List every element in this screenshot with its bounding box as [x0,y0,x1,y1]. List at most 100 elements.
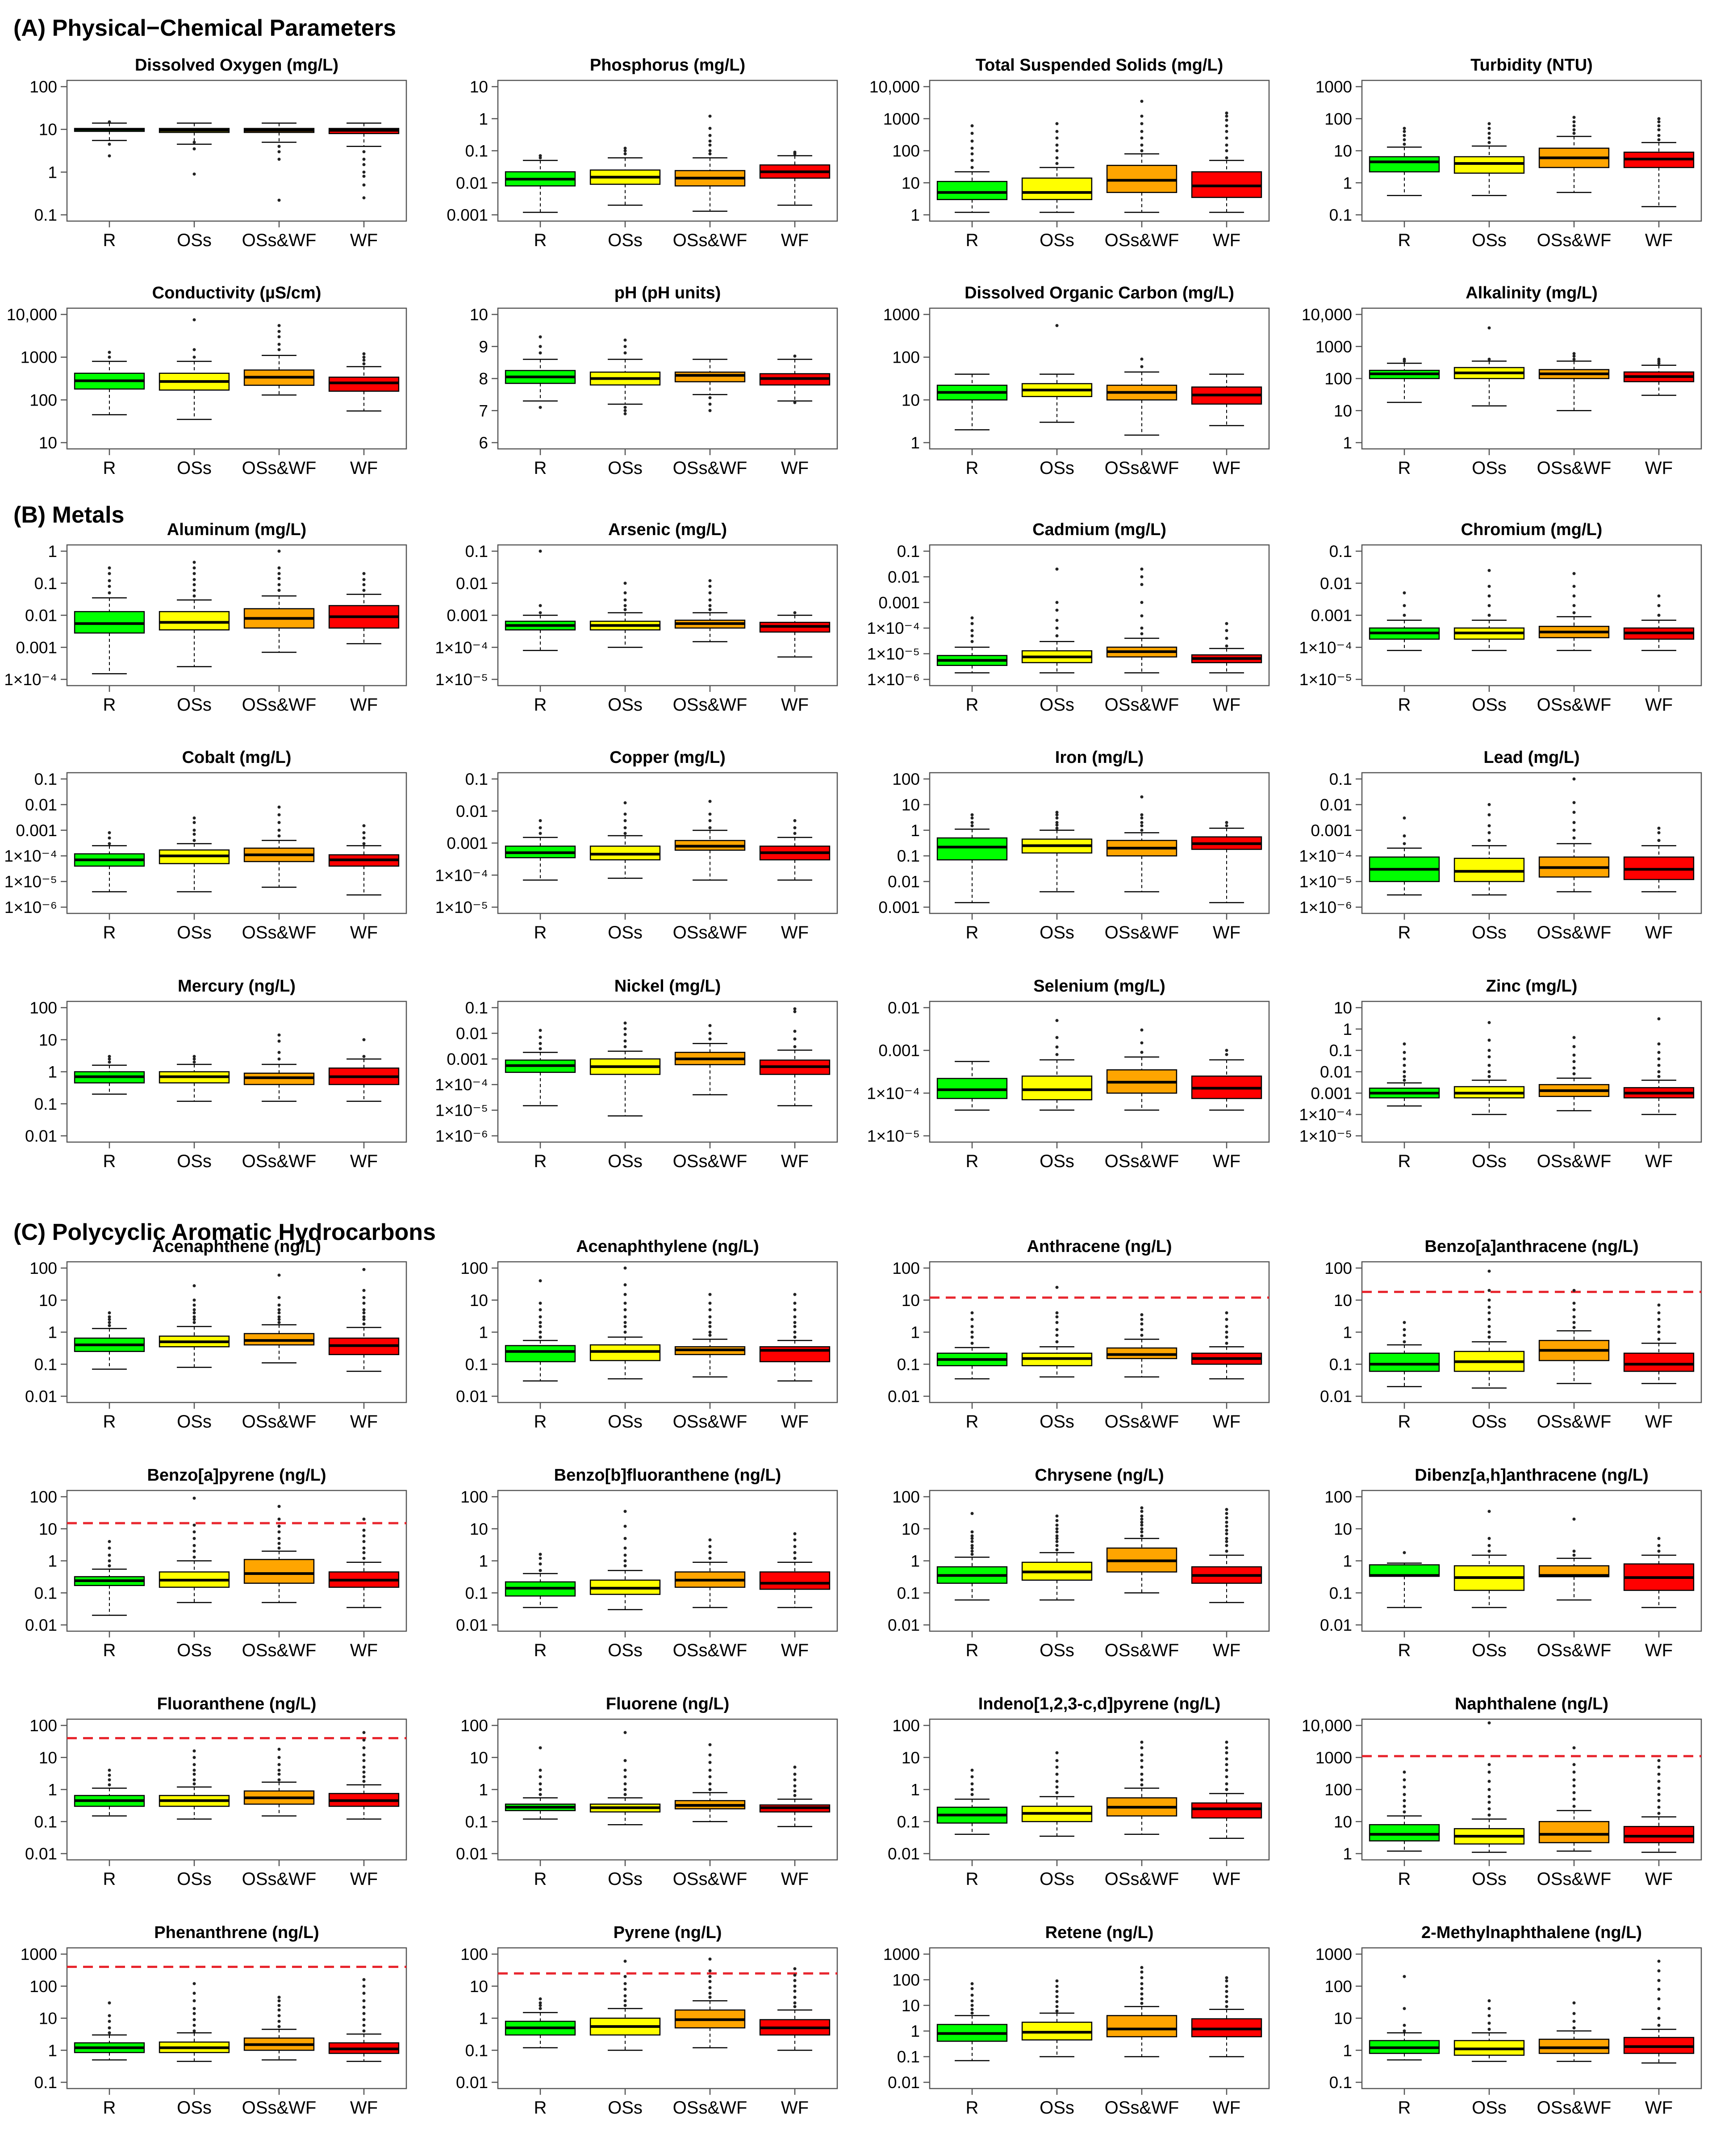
chart-title: pH (pH units) [614,284,721,302]
y-tick-label: 10 [1334,402,1352,420]
outlier-point [1225,1508,1228,1511]
y-tick-label: 0.001 [1311,1084,1352,1102]
outlier-point [539,1746,542,1750]
outlier-point [1403,1042,1406,1046]
y-tick-label: 1 [910,1781,920,1799]
x-tick-label: OSs [608,923,643,942]
outlier-point [1403,1321,1406,1324]
outlier-point [623,1045,627,1048]
outlier-point [108,1540,111,1543]
y-tick-label: 1 [910,434,920,452]
outlier-point [793,1010,797,1013]
outlier-point [277,2008,281,2012]
outlier-point [793,1772,797,1776]
outlier-point [1140,1992,1144,1996]
chart-benzo-a-anthracene-ng-l: Benzo[a]anthracene (ng/L) 0.01 0.1 1 10 100 R O… [1320,1237,1702,1432]
outlier-point [362,1999,366,2002]
y-tick-label: 1000 [1315,1945,1352,1963]
outlier-point [1055,1315,1059,1319]
y-tick-label: 1×10⁻⁵ [435,898,488,917]
outlier-point [1055,608,1059,612]
plot-frame [929,544,1270,687]
x-tick-label: R [534,1869,547,1889]
outlier-point [362,2018,366,2022]
outlier-point [1572,116,1576,119]
outlier-point [1487,1800,1491,1804]
outlier-point [1225,1335,1228,1339]
outlier-point [192,1284,196,1288]
plot-frame [497,80,838,222]
outlier-point [623,338,627,342]
box-oss-wf [243,1559,315,1584]
outlier-point [1225,143,1228,147]
outlier-point [1572,585,1576,588]
chart-title: Cadmium (mg/L) [1032,520,1166,539]
outlier-point [362,358,366,362]
outlier-point [277,577,281,580]
chart-aluminum-mg-l: Aluminum (mg/L) 1×10⁻⁴ 0.001 0.01 0.1 1 R OSs OS… [4,520,407,715]
outlier-point [793,1315,797,1319]
y-tick-label: 1 [479,1552,488,1570]
outlier-point [708,139,712,143]
outlier-point [970,1341,974,1345]
plot-frame [1361,1001,1702,1143]
outlier-point [1140,829,1144,832]
x-tick-label: OSs&WF [673,923,747,942]
y-tick-label: 1×10⁻⁴ [867,619,920,637]
y-tick-label: 10,000 [7,306,57,324]
outlier-point [970,1993,974,1997]
outlier-point [192,594,196,598]
x-tick-label: WF [350,2098,378,2118]
outlier-point [1140,1313,1144,1316]
outlier-point [1657,138,1661,142]
outlier-point [1225,1331,1228,1334]
outlier-point [970,1546,974,1550]
y-tick-label: 0.01 [25,1845,57,1863]
y-tick-label: 0.001 [878,1042,920,1060]
outlier-point [1225,124,1228,128]
outlier-point [192,1530,196,1534]
outlier-point [108,842,111,846]
y-tick-label: 10 [1334,142,1352,160]
outlier-point [1403,1793,1406,1796]
chart-title: Selenium (mg/L) [1033,977,1165,996]
outlier-point [708,1321,712,1324]
x-tick-label: OSs [1472,1412,1507,1432]
outlier-point [1055,1328,1059,1331]
x-tick-label: R [103,695,116,715]
outlier-point [1403,1079,1406,1082]
x-tick-label: WF [350,458,378,478]
outlier-point [362,1322,366,1326]
y-tick-label: 1 [910,2022,920,2040]
outlier-point [1140,583,1144,586]
outlier-point [708,114,712,118]
outlier-point [793,1335,797,1339]
outlier-point [362,578,366,582]
outlier-point [362,1540,366,1543]
outlier-point [362,1296,366,1299]
outlier-point [1572,1770,1576,1774]
outlier-point [539,345,542,348]
y-tick-label: 0.1 [1329,1355,1352,1373]
plot-frame [497,1718,838,1861]
outlier-point [362,1289,366,1292]
y-tick-label: 10 [470,1977,488,1996]
y-tick-label: 1 [910,1323,920,1342]
x-tick-label: R [103,923,116,942]
outlier-point [192,589,196,592]
outlier-point [1657,594,1661,598]
outlier-point [362,1775,366,1779]
outlier-point [708,1551,712,1554]
outlier-point [277,1763,281,1767]
outlier-point [192,1756,196,1759]
outlier-point [277,834,281,838]
x-tick-label: OSs&WF [1537,1869,1612,1889]
x-tick-label: WF [350,923,378,942]
y-tick-label: 10 [902,1291,920,1310]
y-tick-label: 1 [1343,434,1352,452]
outlier-point [793,1532,797,1536]
box-oss [159,611,230,631]
outlier-point [1572,1045,1576,1048]
outlier-point [1657,831,1661,834]
outlier-point [277,1273,281,1277]
